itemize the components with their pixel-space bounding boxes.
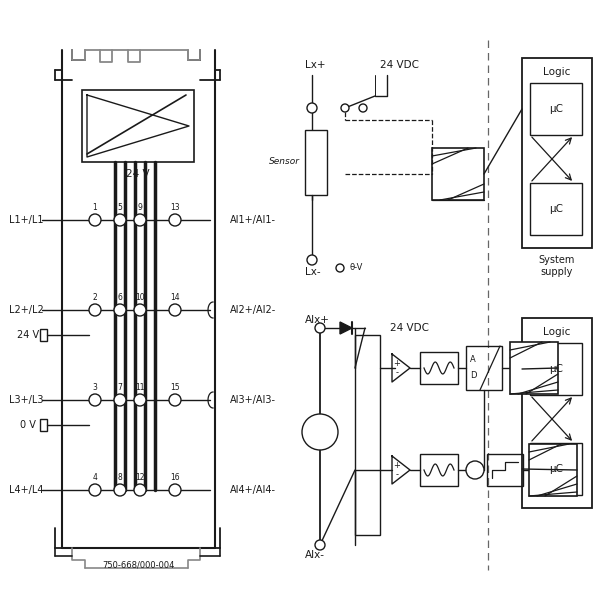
Text: 24 VDC: 24 VDC bbox=[390, 323, 429, 333]
Text: A: A bbox=[470, 355, 476, 364]
Circle shape bbox=[134, 394, 146, 406]
Text: 24 V: 24 V bbox=[17, 330, 39, 340]
Text: 7: 7 bbox=[118, 383, 122, 392]
Text: 12: 12 bbox=[135, 473, 145, 482]
Text: Lx-: Lx- bbox=[305, 267, 320, 277]
Circle shape bbox=[89, 484, 101, 496]
Text: 11: 11 bbox=[135, 383, 145, 392]
Bar bbox=[530, 443, 582, 495]
Bar bbox=[510, 342, 558, 394]
Circle shape bbox=[359, 104, 367, 112]
Bar bbox=[420, 352, 458, 384]
Circle shape bbox=[315, 540, 325, 550]
Text: Sensor: Sensor bbox=[269, 157, 300, 166]
Bar bbox=[82, 90, 194, 162]
Bar bbox=[420, 454, 458, 486]
Text: L4+/L4-: L4+/L4- bbox=[9, 485, 47, 495]
Text: 16: 16 bbox=[170, 473, 180, 482]
Circle shape bbox=[114, 394, 126, 406]
Text: AIx-: AIx- bbox=[305, 550, 325, 560]
Text: θ-V: θ-V bbox=[350, 263, 364, 272]
Text: μC: μC bbox=[549, 364, 563, 374]
Circle shape bbox=[307, 255, 317, 265]
Text: AI3+/AI3-: AI3+/AI3- bbox=[230, 395, 276, 405]
Text: 5: 5 bbox=[118, 203, 122, 212]
Text: AI4+/AI4-: AI4+/AI4- bbox=[230, 485, 276, 495]
Circle shape bbox=[114, 214, 126, 226]
Polygon shape bbox=[87, 95, 189, 157]
Text: 4: 4 bbox=[92, 473, 97, 482]
Text: 9: 9 bbox=[137, 203, 142, 212]
Circle shape bbox=[169, 484, 181, 496]
Bar bbox=[355, 335, 380, 535]
Text: -: - bbox=[395, 368, 398, 377]
Text: μC: μC bbox=[549, 204, 563, 214]
Circle shape bbox=[134, 484, 146, 496]
Circle shape bbox=[466, 461, 484, 479]
Bar bbox=[530, 183, 582, 235]
Circle shape bbox=[341, 104, 349, 112]
Text: 14: 14 bbox=[170, 293, 180, 302]
Text: +: + bbox=[394, 358, 400, 367]
Text: 24 VDC: 24 VDC bbox=[380, 60, 419, 70]
Circle shape bbox=[302, 414, 338, 450]
Text: 1: 1 bbox=[92, 203, 97, 212]
Text: 2: 2 bbox=[92, 293, 97, 302]
Text: AI1+/AI1-: AI1+/AI1- bbox=[230, 215, 276, 225]
Text: L3+/L3-: L3+/L3- bbox=[9, 395, 47, 405]
Text: L2+/L2-: L2+/L2- bbox=[9, 305, 47, 315]
Bar bbox=[432, 148, 484, 200]
Circle shape bbox=[169, 304, 181, 316]
Bar bbox=[466, 346, 502, 390]
Text: +: + bbox=[394, 461, 400, 469]
Circle shape bbox=[315, 323, 325, 333]
Circle shape bbox=[89, 304, 101, 316]
Text: 15: 15 bbox=[170, 383, 180, 392]
Bar bbox=[40, 419, 47, 431]
Circle shape bbox=[114, 484, 126, 496]
Circle shape bbox=[307, 103, 317, 113]
Polygon shape bbox=[340, 322, 352, 334]
Circle shape bbox=[89, 214, 101, 226]
Text: Logic: Logic bbox=[544, 327, 571, 337]
Text: 10: 10 bbox=[135, 293, 145, 302]
Circle shape bbox=[89, 394, 101, 406]
Bar bbox=[522, 318, 592, 508]
Bar bbox=[530, 83, 582, 135]
Circle shape bbox=[169, 394, 181, 406]
Circle shape bbox=[114, 304, 126, 316]
Bar bbox=[305, 130, 327, 195]
Text: Lx+: Lx+ bbox=[305, 60, 325, 70]
Text: AI2+/AI2-: AI2+/AI2- bbox=[230, 305, 276, 315]
Text: 6: 6 bbox=[118, 293, 122, 302]
Bar bbox=[40, 329, 47, 341]
Text: 0 V: 0 V bbox=[20, 420, 36, 430]
Text: μC: μC bbox=[549, 104, 563, 114]
Bar bbox=[529, 444, 577, 496]
Circle shape bbox=[336, 264, 344, 272]
Text: supply: supply bbox=[541, 267, 573, 277]
Text: D: D bbox=[470, 371, 476, 380]
Text: 750-668/000-004: 750-668/000-004 bbox=[102, 560, 174, 569]
Text: 24 V: 24 V bbox=[126, 169, 150, 179]
Bar bbox=[522, 58, 592, 248]
Bar bbox=[530, 343, 582, 395]
Bar bbox=[487, 454, 523, 486]
Circle shape bbox=[134, 214, 146, 226]
Text: System: System bbox=[539, 255, 575, 265]
Text: AIx+: AIx+ bbox=[305, 315, 330, 325]
Text: -: - bbox=[395, 470, 398, 479]
Text: 3: 3 bbox=[92, 383, 97, 392]
Text: Logic: Logic bbox=[544, 67, 571, 77]
Text: 8: 8 bbox=[118, 473, 122, 482]
Circle shape bbox=[169, 214, 181, 226]
Text: 13: 13 bbox=[170, 203, 180, 212]
Text: μC: μC bbox=[549, 464, 563, 474]
Text: L1+/L1-: L1+/L1- bbox=[9, 215, 47, 225]
Circle shape bbox=[134, 304, 146, 316]
